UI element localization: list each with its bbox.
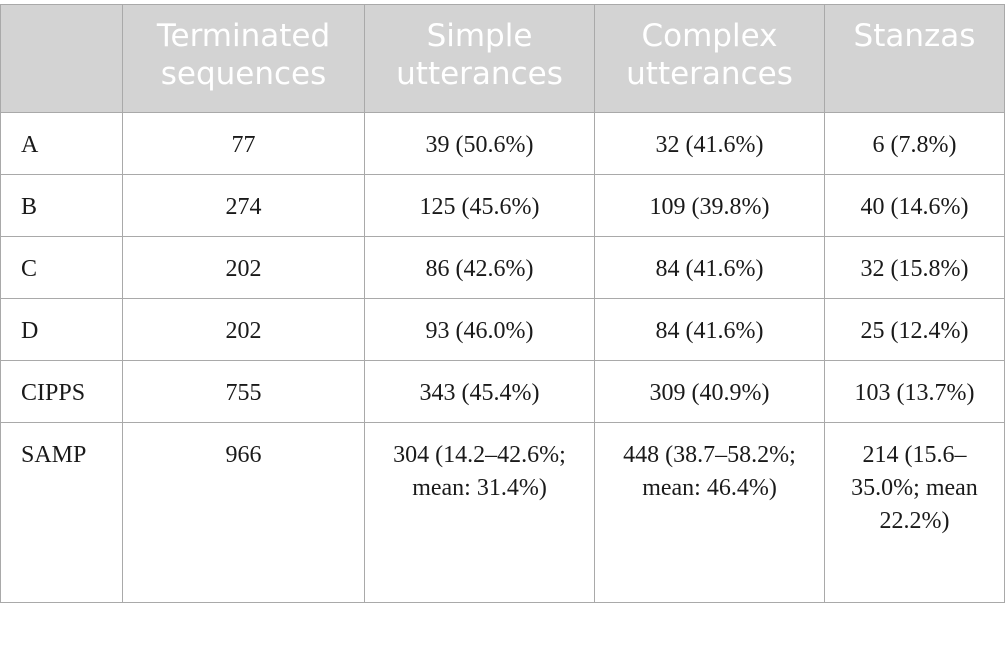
stanzas-cell: 25 (12.4%) xyxy=(824,298,1005,361)
header-cell-simple-utterances: Simple utterances xyxy=(364,4,595,113)
terminated-sequences-cell: 755 xyxy=(122,360,365,423)
header-cell-complex-utterances: Complex utterances xyxy=(594,4,825,113)
terminated-sequences-cell: 77 xyxy=(122,112,365,175)
header-row: Terminated sequences Simple utterances C… xyxy=(0,4,1005,113)
table-row: SAMP 966 304 (14.2–42.6%; mean: 31.4%) 4… xyxy=(0,422,1005,603)
table-row: A 77 39 (50.6%) 32 (41.6%) 6 (7.8%) xyxy=(0,112,1005,175)
simple-utterances-cell: 86 (42.6%) xyxy=(364,236,595,299)
table-body: A 77 39 (50.6%) 32 (41.6%) 6 (7.8%) B 27… xyxy=(0,112,1005,603)
complex-utterances-cell: 32 (41.6%) xyxy=(594,112,825,175)
complex-utterances-cell: 84 (41.6%) xyxy=(594,298,825,361)
terminated-sequences-cell: 202 xyxy=(122,236,365,299)
row-label-cell: B xyxy=(0,174,123,237)
stanzas-cell: 214 (15.6–35.0%; mean 22.2%) xyxy=(824,422,1005,603)
table-row: D 202 93 (46.0%) 84 (41.6%) 25 (12.4%) xyxy=(0,298,1005,361)
table-row: C 202 86 (42.6%) 84 (41.6%) 32 (15.8%) xyxy=(0,236,1005,299)
complex-utterances-cell: 109 (39.8%) xyxy=(594,174,825,237)
header-cell-terminated-sequences: Terminated sequences xyxy=(122,4,365,113)
complex-utterances-cell: 84 (41.6%) xyxy=(594,236,825,299)
stanzas-cell: 6 (7.8%) xyxy=(824,112,1005,175)
terminated-sequences-cell: 274 xyxy=(122,174,365,237)
table-row: B 274 125 (45.6%) 109 (39.8%) 40 (14.6%) xyxy=(0,174,1005,237)
stanzas-cell: 40 (14.6%) xyxy=(824,174,1005,237)
simple-utterances-cell: 125 (45.6%) xyxy=(364,174,595,237)
stanzas-cell: 103 (13.7%) xyxy=(824,360,1005,423)
row-label-cell: D xyxy=(0,298,123,361)
simple-utterances-cell: 343 (45.4%) xyxy=(364,360,595,423)
row-label-cell: CIPPS xyxy=(0,360,123,423)
terminated-sequences-cell: 966 xyxy=(122,422,365,603)
complex-utterances-cell: 448 (38.7–58.2%; mean: 46.4%) xyxy=(594,422,825,603)
complex-utterances-cell: 309 (40.9%) xyxy=(594,360,825,423)
terminated-sequences-cell: 202 xyxy=(122,298,365,361)
data-table: Terminated sequences Simple utterances C… xyxy=(0,4,1005,603)
row-label-cell: A xyxy=(0,112,123,175)
simple-utterances-cell: 304 (14.2–42.6%; mean: 31.4%) xyxy=(364,422,595,603)
table-row: CIPPS 755 343 (45.4%) 309 (40.9%) 103 (1… xyxy=(0,360,1005,423)
simple-utterances-cell: 93 (46.0%) xyxy=(364,298,595,361)
simple-utterances-cell: 39 (50.6%) xyxy=(364,112,595,175)
table-header: Terminated sequences Simple utterances C… xyxy=(0,4,1005,113)
row-label-cell: SAMP xyxy=(0,422,123,603)
header-cell-stanzas: Stanzas xyxy=(824,4,1005,113)
row-label-cell: C xyxy=(0,236,123,299)
header-cell-row-label xyxy=(0,4,123,113)
stanzas-cell: 32 (15.8%) xyxy=(824,236,1005,299)
